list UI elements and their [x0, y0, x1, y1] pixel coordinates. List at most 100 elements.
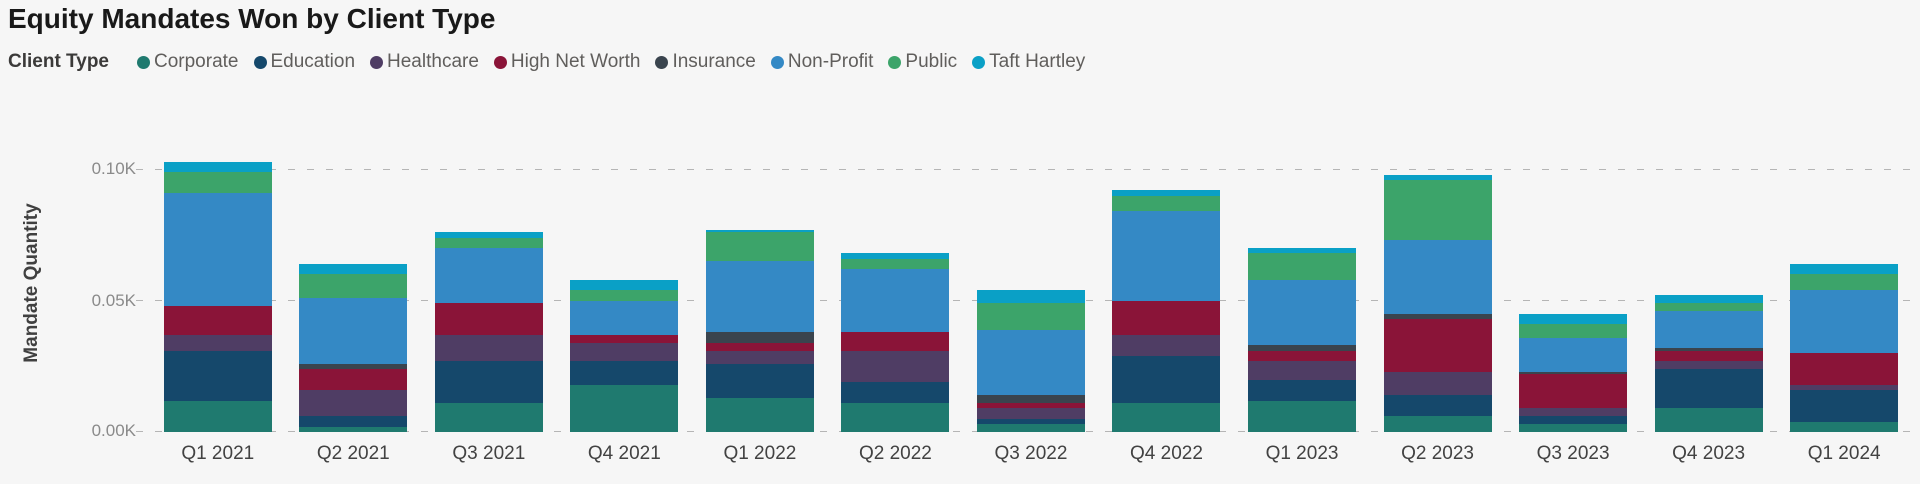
- legend-item-education[interactable]: Education: [253, 51, 355, 73]
- bar-segment-high-net-worth[interactable]: [1654, 350, 1763, 362]
- bar-segment-insurance[interactable]: [1383, 313, 1492, 320]
- bar-segment-high-net-worth[interactable]: [434, 303, 543, 335]
- bar-segment-public[interactable]: [163, 172, 272, 194]
- stacked-bar-q3-2023[interactable]: [1519, 313, 1628, 432]
- bar-segment-non-profit[interactable]: [705, 261, 814, 333]
- bar-segment-taft-hartley[interactable]: [570, 279, 679, 291]
- bar-segment-non-profit[interactable]: [1248, 279, 1357, 346]
- bar-segment-non-profit[interactable]: [1112, 211, 1221, 301]
- bar-segment-high-net-worth[interactable]: [1790, 353, 1899, 385]
- stacked-bar-q3-2022[interactable]: [976, 290, 1085, 432]
- bar-segment-taft-hartley[interactable]: [299, 263, 408, 275]
- stacked-bar-q2-2023[interactable]: [1383, 174, 1492, 432]
- bar-segment-corporate[interactable]: [841, 403, 950, 432]
- bar-segment-public[interactable]: [1248, 253, 1357, 280]
- legend-item-corporate[interactable]: Corporate: [137, 51, 239, 73]
- bar-segment-education[interactable]: [841, 382, 950, 404]
- bar-segment-non-profit[interactable]: [1790, 290, 1899, 354]
- bar-segment-healthcare[interactable]: [976, 408, 1085, 419]
- bar-segment-education[interactable]: [299, 416, 408, 427]
- bar-segment-high-net-worth[interactable]: [1383, 319, 1492, 372]
- bar-segment-education[interactable]: [705, 363, 814, 398]
- bar-segment-public[interactable]: [1112, 195, 1221, 212]
- bar-segment-taft-hartley[interactable]: [163, 161, 272, 173]
- legend-item-taft-hartley[interactable]: Taft Hartley: [972, 51, 1085, 73]
- legend-item-public[interactable]: Public: [888, 51, 957, 73]
- bar-segment-healthcare[interactable]: [705, 350, 814, 364]
- bar-segment-healthcare[interactable]: [1112, 334, 1221, 356]
- bar-segment-insurance[interactable]: [299, 363, 408, 369]
- bar-segment-corporate[interactable]: [299, 426, 408, 432]
- bar-segment-education[interactable]: [1519, 416, 1628, 425]
- bar-segment-insurance[interactable]: [1519, 371, 1628, 375]
- bar-segment-high-net-worth[interactable]: [1112, 300, 1221, 335]
- bar-segment-corporate[interactable]: [705, 397, 814, 432]
- legend-item-insurance[interactable]: Insurance: [655, 51, 756, 73]
- bar-segment-high-net-worth[interactable]: [570, 334, 679, 343]
- bar-segment-public[interactable]: [1790, 274, 1899, 291]
- stacked-bar-q1-2024[interactable]: [1790, 263, 1899, 432]
- bar-segment-high-net-worth[interactable]: [163, 305, 272, 335]
- bar-segment-high-net-worth[interactable]: [976, 403, 1085, 409]
- bar-segment-corporate[interactable]: [163, 400, 272, 432]
- bar-segment-public[interactable]: [1654, 303, 1763, 312]
- stacked-bar-q4-2023[interactable]: [1654, 295, 1763, 432]
- bar-segment-education[interactable]: [1654, 368, 1763, 409]
- bar-segment-high-net-worth[interactable]: [841, 332, 950, 351]
- bar-segment-taft-hartley[interactable]: [1383, 174, 1492, 180]
- bar-segment-non-profit[interactable]: [163, 193, 272, 306]
- legend-item-healthcare[interactable]: Healthcare: [370, 51, 479, 73]
- stacked-bar-q2-2021[interactable]: [299, 263, 408, 432]
- bar-segment-taft-hartley[interactable]: [1654, 295, 1763, 304]
- bar-segment-taft-hartley[interactable]: [1790, 263, 1899, 275]
- bar-segment-taft-hartley[interactable]: [434, 232, 543, 238]
- bar-segment-education[interactable]: [1383, 395, 1492, 417]
- bar-segment-insurance[interactable]: [1654, 347, 1763, 351]
- stacked-bar-q4-2021[interactable]: [570, 279, 679, 432]
- bar-segment-healthcare[interactable]: [434, 334, 543, 362]
- bar-segment-high-net-worth[interactable]: [299, 369, 408, 390]
- bar-segment-taft-hartley[interactable]: [1248, 248, 1357, 254]
- stacked-bar-q4-2022[interactable]: [1112, 190, 1221, 432]
- bar-segment-education[interactable]: [163, 350, 272, 401]
- bar-segment-healthcare[interactable]: [1383, 371, 1492, 396]
- bar-segment-non-profit[interactable]: [434, 248, 543, 304]
- stacked-bar-q3-2021[interactable]: [434, 232, 543, 432]
- bar-segment-non-profit[interactable]: [570, 300, 679, 335]
- bar-segment-education[interactable]: [976, 418, 1085, 425]
- bar-segment-corporate[interactable]: [1248, 400, 1357, 432]
- bar-segment-corporate[interactable]: [1790, 421, 1899, 432]
- bar-segment-corporate[interactable]: [1654, 408, 1763, 432]
- bar-segment-education[interactable]: [434, 361, 543, 404]
- bar-segment-healthcare[interactable]: [299, 390, 408, 417]
- bar-segment-insurance[interactable]: [1248, 345, 1357, 351]
- bar-segment-education[interactable]: [1112, 355, 1221, 404]
- bar-segment-healthcare[interactable]: [570, 342, 679, 362]
- bar-segment-non-profit[interactable]: [976, 329, 1085, 396]
- bar-segment-high-net-worth[interactable]: [705, 342, 814, 351]
- bar-segment-corporate[interactable]: [1383, 416, 1492, 432]
- bar-segment-public[interactable]: [841, 258, 950, 270]
- bar-segment-corporate[interactable]: [434, 403, 543, 432]
- bar-segment-public[interactable]: [434, 237, 543, 249]
- bar-segment-corporate[interactable]: [976, 424, 1085, 432]
- bar-segment-corporate[interactable]: [1519, 424, 1628, 432]
- bar-segment-high-net-worth[interactable]: [1248, 350, 1357, 362]
- bar-segment-education[interactable]: [570, 361, 679, 385]
- bar-segment-healthcare[interactable]: [841, 350, 950, 383]
- bar-segment-healthcare[interactable]: [1248, 361, 1357, 380]
- bar-segment-healthcare[interactable]: [1519, 408, 1628, 417]
- bar-segment-corporate[interactable]: [1112, 403, 1221, 432]
- bar-segment-public[interactable]: [705, 232, 814, 262]
- bar-segment-education[interactable]: [1790, 390, 1899, 422]
- bar-segment-insurance[interactable]: [705, 332, 814, 343]
- stacked-bar-q2-2022[interactable]: [841, 253, 950, 432]
- bar-segment-non-profit[interactable]: [1654, 311, 1763, 348]
- bar-segment-taft-hartley[interactable]: [1519, 313, 1628, 325]
- bar-segment-healthcare[interactable]: [1790, 384, 1899, 390]
- bar-segment-public[interactable]: [1519, 324, 1628, 338]
- bar-segment-taft-hartley[interactable]: [705, 229, 814, 233]
- bar-segment-insurance[interactable]: [976, 395, 1085, 404]
- bar-segment-corporate[interactable]: [570, 384, 679, 432]
- bar-segment-healthcare[interactable]: [163, 334, 272, 351]
